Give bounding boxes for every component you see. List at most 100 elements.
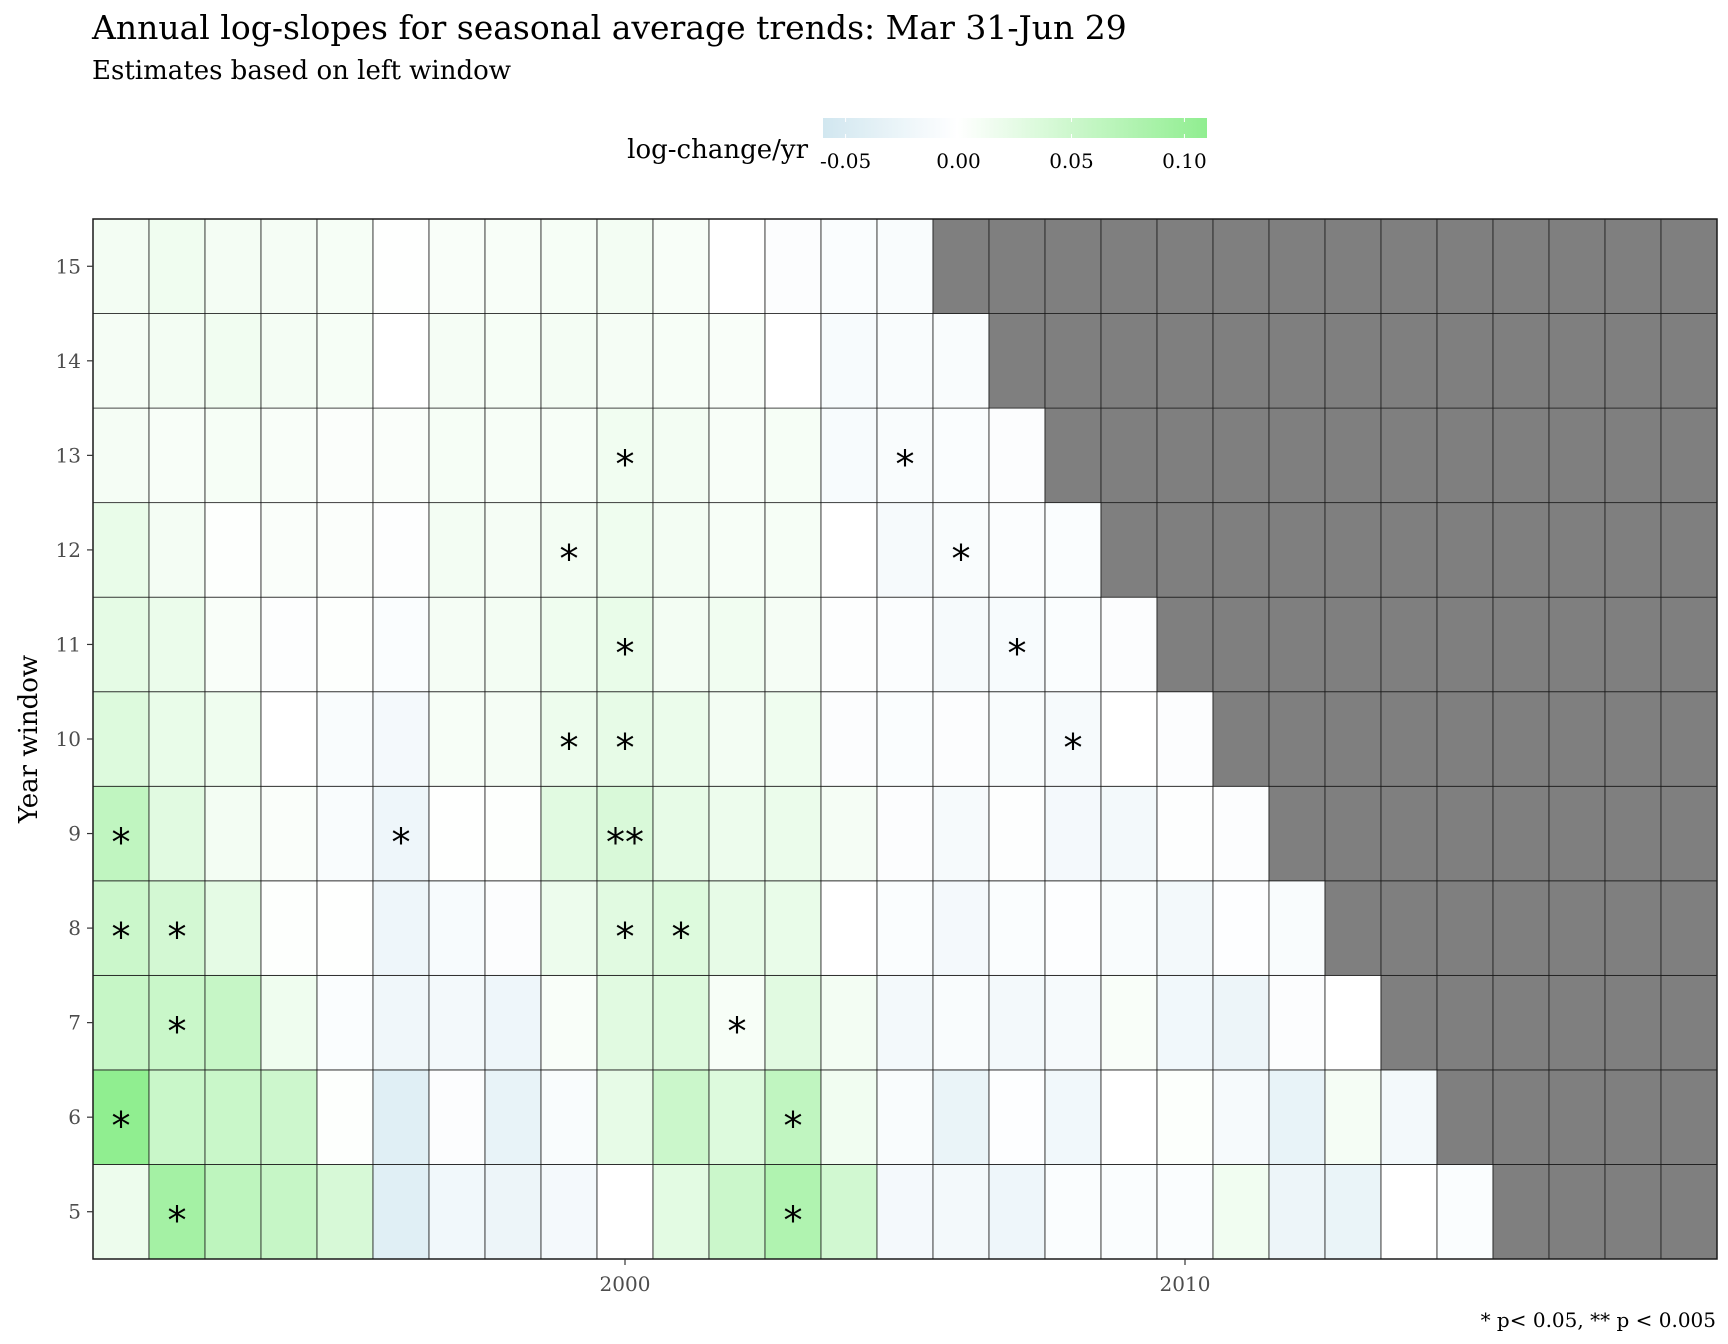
heatmap-cell-2013-w6 bbox=[1324, 1069, 1382, 1165]
heatmap-cell-2007-w15 bbox=[988, 218, 1046, 314]
heatmap-cell-1995-w7 bbox=[316, 974, 374, 1071]
heatmap-cell-2006-w8 bbox=[932, 880, 990, 976]
heatmap-cell-1996-w13 bbox=[372, 407, 430, 504]
heatmap-cell-2009-w6 bbox=[1100, 1069, 1158, 1165]
heatmap-cell-2013-w8 bbox=[1324, 880, 1382, 976]
heatmap-cell-1999-w9 bbox=[540, 785, 598, 882]
heatmap-cell-2000-w14 bbox=[596, 313, 654, 409]
significance-star-2002-w7: * bbox=[728, 1010, 747, 1054]
heatmap-cell-2007-w14 bbox=[988, 313, 1046, 409]
y-tick-label-8: 8 bbox=[68, 916, 81, 940]
heatmap-cell-2002-w5 bbox=[708, 1164, 766, 1260]
heatmap-cell-1997-w7 bbox=[428, 974, 486, 1071]
heatmap-cell-2016-w15 bbox=[1492, 218, 1550, 314]
heatmap-cell-2005-w9 bbox=[876, 785, 934, 882]
heatmap-cell-2011-w11 bbox=[1212, 596, 1270, 693]
heatmap-cell-2019-w13 bbox=[1660, 407, 1718, 504]
heatmap-cell-2016-w8 bbox=[1492, 880, 1550, 976]
heatmap-cell-1994-w14 bbox=[260, 313, 318, 409]
heatmap-cell-2000-w13 bbox=[596, 407, 654, 504]
chart-title: Annual log-slopes for seasonal average t… bbox=[92, 8, 1127, 47]
significance-star-2003-w6: * bbox=[784, 1104, 803, 1148]
heatmap-cell-2003-w9 bbox=[764, 785, 822, 882]
heatmap-cell-2004-w7 bbox=[820, 974, 878, 1071]
heatmap-cell-2011-w9 bbox=[1212, 785, 1270, 882]
y-axis: 5 6 7 8 9 10 11 12 13 14 15 bbox=[56, 254, 93, 1224]
heatmap-cell-2004-w6 bbox=[820, 1069, 878, 1165]
heatmap-cell-2001-w8 bbox=[652, 880, 710, 976]
heatmap-cell-1992-w10 bbox=[148, 691, 206, 787]
significance-star-2000-w8: * bbox=[616, 915, 635, 959]
heatmap-cell-2009-w5 bbox=[1100, 1164, 1158, 1260]
heatmap-cell-2010-w10 bbox=[1156, 691, 1214, 787]
heatmap-cell-1991-w9 bbox=[92, 785, 150, 882]
heatmap-cell-2008-w12 bbox=[1044, 502, 1102, 598]
heatmap-cell-2015-w10 bbox=[1436, 691, 1494, 787]
heatmap-cell-1994-w11 bbox=[260, 596, 318, 693]
heatmap-cell-1995-w14 bbox=[316, 313, 374, 409]
heatmap-cell-2000-w10 bbox=[596, 691, 654, 787]
heatmap-cell-1999-w11 bbox=[540, 596, 598, 693]
heatmap-cell-2003-w8 bbox=[764, 880, 822, 976]
y-tick-label-5: 5 bbox=[68, 1200, 81, 1224]
heatmap-cell-2003-w11 bbox=[764, 596, 822, 693]
heatmap-cell-2015-w6 bbox=[1436, 1069, 1494, 1165]
heatmap-cell-2002-w10 bbox=[708, 691, 766, 787]
heatmap-cell-1993-w8 bbox=[204, 880, 262, 976]
significance-star-2005-w13: * bbox=[896, 442, 915, 486]
y-tick-label-6: 6 bbox=[68, 1105, 81, 1129]
heatmap-cell-2012-w9 bbox=[1268, 785, 1326, 882]
significance-star-1999-w10: * bbox=[560, 726, 579, 770]
heatmap-cell-2005-w15 bbox=[876, 218, 934, 314]
heatmap-cell-1998-w6 bbox=[484, 1069, 542, 1165]
heatmap-cell-1995-w12 bbox=[316, 502, 374, 598]
heatmap-cell-2006-w14 bbox=[932, 313, 990, 409]
heatmap-cell-2019-w15 bbox=[1660, 218, 1718, 314]
heatmap-cell-1997-w11 bbox=[428, 596, 486, 693]
heatmap-cell-2012-w7 bbox=[1268, 974, 1326, 1071]
heatmap-cell-1995-w9 bbox=[316, 785, 374, 882]
heatmap-cell-2014-w14 bbox=[1380, 313, 1438, 409]
heatmap-cell-2010-w6 bbox=[1156, 1069, 1214, 1165]
heatmap-cell-2015-w13 bbox=[1436, 407, 1494, 504]
heatmap-cell-1994-w6 bbox=[260, 1069, 318, 1165]
color-legend: log-change/yr -0.05 0.00 0.05 0.10 bbox=[627, 118, 1207, 173]
heatmap-cell-1991-w12 bbox=[92, 502, 150, 598]
heatmap-cell-2010-w14 bbox=[1156, 313, 1214, 409]
heatmap-cell-2007-w10 bbox=[988, 691, 1046, 787]
x-axis: 2000 2010 bbox=[600, 1259, 1210, 1296]
heatmap-cell-2001-w6 bbox=[652, 1069, 710, 1165]
heatmap-cell-2009-w14 bbox=[1100, 313, 1158, 409]
heatmap-cell-2012-w10 bbox=[1268, 691, 1326, 787]
heatmap-cell-1992-w11 bbox=[148, 596, 206, 693]
heatmap-cell-2015-w9 bbox=[1436, 785, 1494, 882]
heatmap-cell-1996-w7 bbox=[372, 974, 430, 1071]
significance-star-1992-w7: * bbox=[168, 1010, 187, 1054]
heatmap-cell-1996-w5 bbox=[372, 1164, 430, 1260]
heatmap-cell-2010-w13 bbox=[1156, 407, 1214, 504]
heatmap-cell-2002-w15 bbox=[708, 218, 766, 314]
heatmap-cell-2018-w9 bbox=[1604, 785, 1662, 882]
heatmap-cell-2016-w13 bbox=[1492, 407, 1550, 504]
heatmap-cell-2014-w13 bbox=[1380, 407, 1438, 504]
heatmap-cell-2006-w11 bbox=[932, 596, 990, 693]
heatmap-cell-1993-w6 bbox=[204, 1069, 262, 1165]
heatmap-cell-2017-w11 bbox=[1548, 596, 1606, 693]
heatmap-cell-2006-w15 bbox=[932, 218, 990, 314]
heatmap-cell-2004-w5 bbox=[820, 1164, 878, 1260]
heatmap-cell-1998-w11 bbox=[484, 596, 542, 693]
significance-star-1999-w12: * bbox=[560, 537, 579, 581]
heatmap-cell-2001-w12 bbox=[652, 502, 710, 598]
heatmap-cell-2014-w9 bbox=[1380, 785, 1438, 882]
heatmap-cell-2015-w14 bbox=[1436, 313, 1494, 409]
heatmap-cell-2004-w12 bbox=[820, 502, 878, 598]
heatmap-cell-2013-w11 bbox=[1324, 596, 1382, 693]
heatmap-cell-2017-w12 bbox=[1548, 502, 1606, 598]
heatmap-cell-2000-w12 bbox=[596, 502, 654, 598]
significance-star-2008-w10: * bbox=[1064, 726, 1083, 770]
heatmap-cell-2009-w10 bbox=[1100, 691, 1158, 787]
heatmap-cell-2018-w14 bbox=[1604, 313, 1662, 409]
heatmap-cell-2015-w7 bbox=[1436, 974, 1494, 1071]
heatmap-cell-2012-w8 bbox=[1268, 880, 1326, 976]
heatmap-cell-2005-w10 bbox=[876, 691, 934, 787]
